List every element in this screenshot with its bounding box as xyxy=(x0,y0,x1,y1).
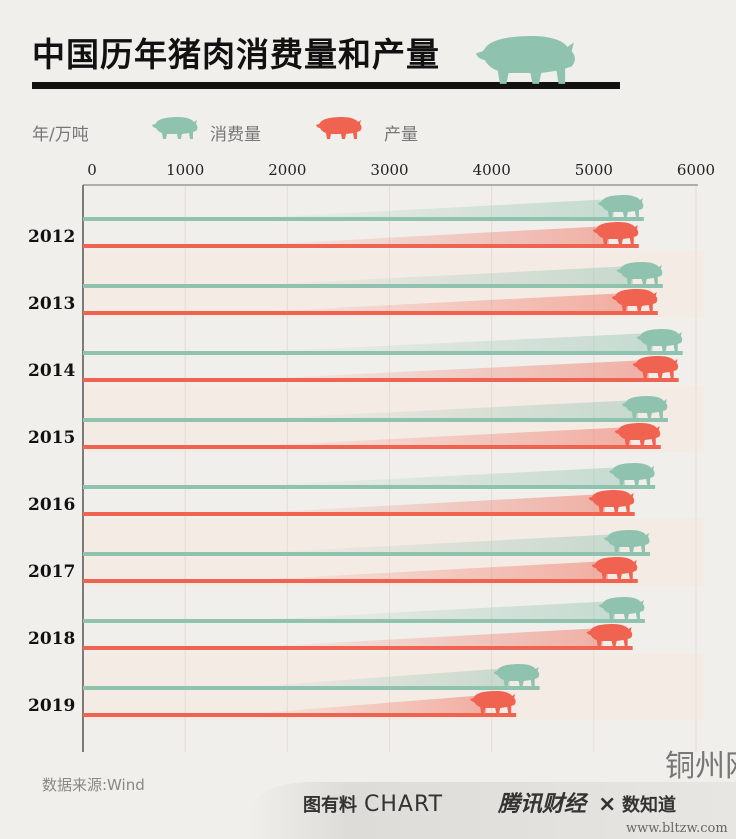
legend-consumption-label: 消费量 xyxy=(210,125,261,145)
production-pig-icon-2015 xyxy=(614,423,661,445)
watermark-url: www.bltzw.com xyxy=(626,821,728,836)
consumption-pig-icon-2016 xyxy=(609,463,655,485)
year-label-2018: 2018 xyxy=(28,629,75,649)
consumption-shadow-2013 xyxy=(233,266,633,286)
chart-title: 中国历年猪肉消费量和产量 xyxy=(32,35,440,74)
legend-consumption-pig-icon xyxy=(152,117,198,139)
production-bar-2018 xyxy=(83,646,633,650)
consumption-pig-icon-2019 xyxy=(493,664,540,686)
x-tick-label: 5000 xyxy=(575,161,613,179)
x-tick-label: 6000 xyxy=(677,161,715,179)
year-label-2016: 2016 xyxy=(28,495,75,515)
year-label-2019: 2019 xyxy=(28,696,75,716)
consumption-pig-icon-2018 xyxy=(598,597,645,619)
consumption-bar-2018 xyxy=(83,619,645,623)
consumption-bar-2016 xyxy=(83,485,656,489)
brand-chart: CHART xyxy=(364,792,444,817)
x-tick-label: 3000 xyxy=(370,161,408,179)
consumption-bar-2017 xyxy=(83,552,651,556)
production-bar-2019 xyxy=(83,713,517,717)
production-bar-2014 xyxy=(83,378,679,382)
x-tick-label: 2000 xyxy=(268,161,306,179)
brand-tuyouliao: 图有料 xyxy=(303,795,357,816)
production-shadow-2016 xyxy=(233,494,605,514)
production-shadow-2019 xyxy=(233,695,487,715)
production-shadow-2013 xyxy=(233,293,628,313)
unit-label: 年/万吨 xyxy=(32,125,89,145)
production-shadow-2012 xyxy=(233,226,609,246)
consumption-shadow-2012 xyxy=(233,199,614,219)
production-pig-icon-2014 xyxy=(632,356,679,378)
title-pig-icon xyxy=(476,36,575,84)
consumption-shadow-2017 xyxy=(233,534,621,554)
consumption-pig-icon-2014 xyxy=(636,329,683,351)
production-shadow-2017 xyxy=(233,561,608,581)
brand-shuzhidao: 数知道 xyxy=(622,795,676,816)
production-pig-icon-2012 xyxy=(592,222,639,244)
production-pig-icon-2018 xyxy=(586,624,633,646)
consumption-shadow-2015 xyxy=(233,400,638,420)
consumption-bar-2013 xyxy=(83,284,663,288)
production-pig-icon-2013 xyxy=(611,289,658,311)
consumption-bar-2014 xyxy=(83,351,683,355)
consumption-pig-icon-2017 xyxy=(604,530,650,552)
consumption-pig-icon-2013 xyxy=(616,262,663,284)
title-underline xyxy=(32,82,620,89)
legend-production-label: 产量 xyxy=(384,125,418,145)
consumption-bar-2015 xyxy=(83,418,668,422)
consumption-pig-icon-2012 xyxy=(597,195,644,217)
legend-production-pig-icon xyxy=(316,117,362,139)
consumption-shadow-2014 xyxy=(233,333,653,353)
year-label-2012: 2012 xyxy=(28,227,75,247)
production-shadow-2015 xyxy=(233,427,631,447)
production-bar-2015 xyxy=(83,445,661,449)
year-label-2013: 2013 xyxy=(28,294,75,314)
year-label-2014: 2014 xyxy=(28,361,75,381)
year-label-2017: 2017 xyxy=(28,562,75,582)
production-bar-2012 xyxy=(83,244,639,248)
production-bar-2017 xyxy=(83,579,638,583)
x-tick-label: 4000 xyxy=(473,161,511,179)
brand-cross: × xyxy=(598,792,617,817)
production-shadow-2018 xyxy=(233,628,603,648)
consumption-bar-2012 xyxy=(83,217,644,221)
production-pig-icon-2016 xyxy=(588,490,635,512)
watermark-logo: 铜州网 xyxy=(665,749,736,784)
consumption-shadow-2016 xyxy=(233,467,626,487)
consumption-shadow-2019 xyxy=(233,668,510,688)
production-bar-2013 xyxy=(83,311,658,315)
x-tick-label: 1000 xyxy=(166,161,204,179)
production-pig-icon-2019 xyxy=(470,691,516,713)
brand-tencent-finance: 腾讯财经 xyxy=(498,792,587,817)
consumption-pig-icon-2015 xyxy=(621,396,668,418)
production-shadow-2014 xyxy=(233,360,649,380)
production-bar-2016 xyxy=(83,512,635,516)
x-tick-label: 0 xyxy=(87,161,97,179)
year-label-2015: 2015 xyxy=(28,428,75,448)
consumption-bar-2019 xyxy=(83,686,540,690)
source-note: 数据来源:Wind xyxy=(42,776,145,794)
production-pig-icon-2017 xyxy=(591,557,638,579)
consumption-shadow-2018 xyxy=(233,601,615,621)
footer-band xyxy=(250,782,736,839)
